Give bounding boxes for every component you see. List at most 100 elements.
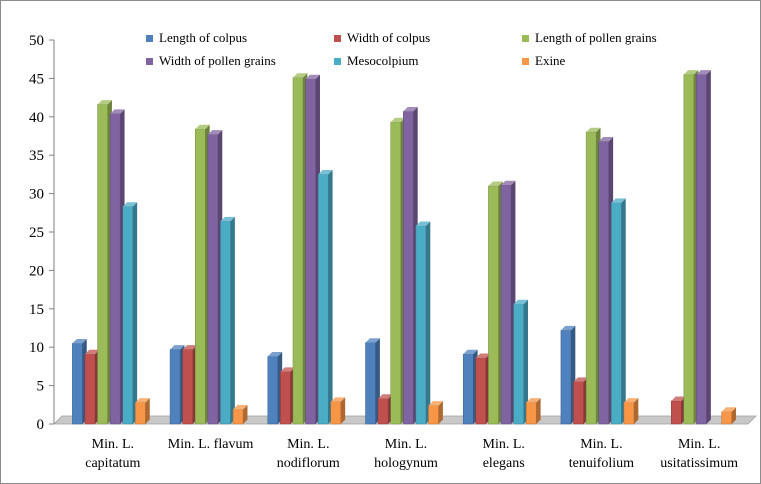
bar-top: [573, 377, 588, 382]
bar-front: [317, 174, 329, 425]
bar-top: [611, 198, 626, 203]
bar-front: [696, 74, 707, 425]
bar-front: [560, 330, 572, 425]
bar-top: [623, 398, 639, 403]
bar-length-of-colpus: [462, 349, 478, 425]
bar-front: [513, 303, 524, 425]
bar-front: [721, 411, 732, 425]
legend-swatch: [334, 34, 341, 42]
legend-swatch: [146, 57, 153, 65]
bar-front: [292, 77, 304, 425]
bar-exine: [525, 398, 541, 425]
bar-top: [233, 405, 248, 410]
bar-front: [500, 184, 512, 425]
bar-width-of-pollen-grains: [305, 74, 320, 425]
bar-front: [305, 78, 316, 425]
bar-width-of-colpus: [280, 367, 295, 425]
bar-length-of-pollen-grains: [585, 127, 601, 425]
bar-top: [463, 349, 478, 355]
bar-length-of-pollen-grains: [292, 73, 308, 425]
bar-side: [340, 397, 346, 424]
bar-length-of-colpus: [169, 345, 185, 425]
bar-front: [135, 402, 146, 425]
bar-width-of-colpus: [182, 345, 198, 425]
bar-mesocolpium: [513, 299, 529, 425]
bar-width-of-colpus: [377, 394, 393, 425]
bar-front: [169, 349, 181, 425]
x-tick-label: elegans: [483, 456, 525, 471]
bar-top: [72, 338, 87, 344]
bar-top: [488, 181, 503, 186]
bar-top: [318, 170, 333, 175]
legend-swatch: [522, 57, 529, 65]
x-tick-label: tenuifolium: [569, 456, 634, 471]
bar-width-of-colpus: [475, 353, 491, 425]
bar-side: [706, 70, 711, 424]
bar-top: [378, 394, 393, 399]
bar-front: [377, 398, 389, 425]
bar-exine: [428, 401, 443, 425]
legend-swatch: [146, 34, 153, 42]
legend-label: Mesocolpium: [347, 53, 419, 68]
bar-top: [390, 117, 406, 123]
bar-side: [145, 398, 150, 424]
bar-top: [182, 345, 198, 350]
x-tick-label: Min. L.: [483, 437, 525, 452]
bar-length-of-pollen-grains: [97, 100, 112, 425]
legend-item-width-of-colpus: Width of colpus: [334, 30, 430, 46]
bar-side: [425, 221, 431, 424]
bar-front: [280, 371, 291, 425]
bar-side: [328, 170, 333, 424]
bar-exine: [721, 407, 737, 425]
bar-front: [428, 405, 439, 425]
bar-top: [97, 100, 112, 105]
bar-top: [526, 398, 541, 403]
bar-side: [230, 216, 235, 424]
y-tick-label: 35: [29, 148, 44, 164]
bar-top: [415, 221, 431, 226]
bar-exine: [232, 405, 248, 425]
y-tick-label: 5: [37, 379, 45, 395]
bar-top: [586, 127, 601, 133]
bar-length-of-pollen-grains: [195, 124, 210, 425]
bar-top: [696, 70, 711, 75]
legend-swatch: [334, 57, 341, 65]
bar-width-of-colpus: [670, 396, 686, 425]
bar-length-of-colpus: [560, 325, 576, 425]
bar-top: [110, 109, 125, 114]
bar-front: [330, 401, 342, 425]
bar-front: [122, 206, 134, 425]
bar-front: [598, 141, 609, 425]
bar-side: [438, 401, 443, 424]
bar-front: [109, 113, 121, 425]
bar-front: [195, 128, 206, 425]
bar-front: [72, 343, 83, 425]
bar-front: [525, 402, 537, 425]
legend-item-mesocolpium: Mesocolpium: [334, 53, 419, 69]
bar-front: [97, 104, 108, 425]
bar-top: [280, 367, 295, 372]
bar-top: [122, 202, 138, 207]
bar-side: [132, 202, 138, 424]
bar-top: [428, 401, 443, 406]
bar-mesocolpium: [317, 170, 333, 425]
bar-length-of-colpus: [72, 338, 87, 425]
bar-side: [633, 398, 639, 424]
bar-side: [243, 405, 248, 424]
x-tick-label: Min. L.: [287, 437, 329, 452]
bar-front: [390, 121, 401, 425]
x-tick-label: Min. L.: [92, 437, 134, 452]
bar-front: [573, 381, 584, 425]
bar-top: [598, 136, 614, 142]
bar-side: [523, 299, 529, 424]
bar-top: [170, 345, 185, 350]
bar-width-of-colpus: [573, 377, 588, 425]
bar-front: [365, 342, 376, 425]
y-tick-label: 20: [29, 263, 44, 279]
bar-front: [683, 74, 695, 425]
x-tick-label: Min. L.: [580, 437, 622, 452]
bar-exine: [135, 398, 150, 425]
legend-label: Exine: [535, 53, 566, 68]
bar-length-of-colpus: [267, 352, 283, 425]
